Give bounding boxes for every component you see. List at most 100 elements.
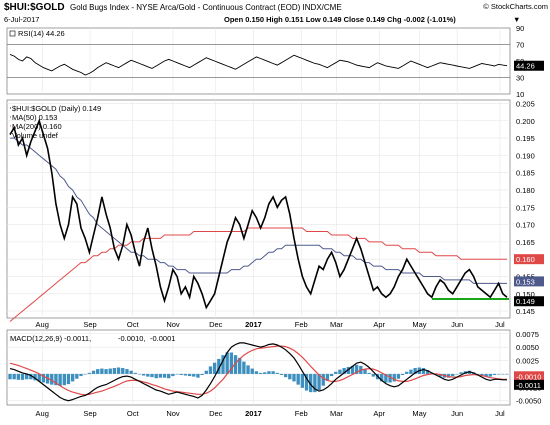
macd-tick-label: -0.0050 bbox=[516, 397, 541, 406]
macd-histogram-bar bbox=[58, 373, 62, 386]
macd-histogram-bar bbox=[275, 372, 279, 374]
macd-histogram-bar bbox=[12, 373, 16, 380]
month-label: Mar bbox=[330, 320, 343, 329]
close-value-badge-label: 0.149 bbox=[516, 297, 535, 306]
macd-histogram-bar bbox=[388, 373, 392, 383]
price-tick-label: 0.150 bbox=[516, 290, 535, 299]
price-tick-label: 0.205 bbox=[516, 99, 535, 108]
rsi-value-badge-label: 44.26 bbox=[516, 62, 535, 71]
macd-tick-label: 0.0025 bbox=[516, 357, 539, 366]
month-label: Jun bbox=[451, 409, 463, 418]
macd-histogram-bar bbox=[438, 373, 442, 377]
macd-histogram-bar bbox=[409, 369, 413, 374]
ma50-line bbox=[10, 137, 507, 284]
legend-volume-label: Volume undef bbox=[12, 131, 59, 140]
macd-histogram-bar bbox=[141, 373, 146, 376]
macd-histogram-bar bbox=[484, 373, 488, 377]
macd-histogram-bar bbox=[480, 373, 484, 376]
macd-histogram-bar bbox=[150, 373, 154, 378]
month-label: Dec bbox=[209, 409, 223, 418]
month-label: 2017 bbox=[245, 409, 262, 418]
macd-histogram-bar bbox=[367, 372, 371, 374]
macd-histogram-bar bbox=[66, 373, 71, 385]
legend-series-label: $HUI:$GOLD (Daily) 0.149 bbox=[12, 104, 101, 113]
macd-histogram-bar bbox=[137, 373, 142, 375]
ma50-value-badge-label: 0.153 bbox=[516, 277, 535, 286]
price-tick-label: 0.170 bbox=[516, 221, 535, 230]
macd-histogram-bar bbox=[309, 373, 313, 393]
price-tick-label: 0.175 bbox=[516, 203, 535, 212]
macd-histogram-bar bbox=[501, 373, 505, 375]
month-label: Apr bbox=[373, 409, 385, 418]
macd-histogram-bar bbox=[129, 370, 133, 374]
macd-histogram-bar bbox=[179, 373, 183, 375]
macd-histogram-bar bbox=[413, 368, 417, 374]
chart-title: Gold Bugs Index - NYSE Arca/Gold - Conti… bbox=[70, 3, 342, 12]
macd-histogram-bar bbox=[62, 373, 66, 386]
macd-histogram-bar bbox=[317, 373, 321, 390]
macd-histogram-bar bbox=[405, 371, 409, 374]
macd-histogram-bar bbox=[325, 373, 330, 381]
macd-histogram-bar bbox=[50, 373, 54, 385]
price-panel: 0.1450.1500.1550.1600.1650.1700.1750.180… bbox=[6, 99, 544, 322]
macd-histogram-bar bbox=[242, 361, 246, 374]
macd-histogram-bar bbox=[425, 370, 430, 374]
macd-histogram-bar bbox=[20, 373, 25, 380]
price-tick-label: 0.180 bbox=[516, 186, 535, 195]
rsi-panel: 1030507090 RSI(14) 44.26 44.26 bbox=[6, 24, 544, 99]
month-label: Oct bbox=[127, 320, 140, 329]
macd-histogram-bar bbox=[125, 369, 129, 374]
price-tick-label: 0.165 bbox=[516, 238, 535, 247]
macd-histogram-bar bbox=[70, 373, 75, 382]
macd-histogram-bar bbox=[371, 373, 376, 377]
brand-watermark: © StockCharts.com bbox=[483, 2, 548, 11]
rsi-panel-frame bbox=[6, 27, 511, 95]
macd-histogram-bar bbox=[233, 355, 238, 374]
down-arrow-icon: ▼ bbox=[513, 15, 520, 24]
close-value-badge bbox=[514, 296, 544, 307]
month-label: Aug bbox=[36, 320, 49, 329]
macd-histogram-bar bbox=[446, 373, 451, 378]
macd-histogram-bar bbox=[258, 372, 263, 374]
macd-histogram-bar bbox=[146, 373, 150, 377]
macd-histogram-bar bbox=[116, 367, 121, 374]
quote-summary: Open 0.150 High 0.151 Low 0.149 Close 0.… bbox=[224, 15, 456, 24]
macd-legend: MACD(12,26,9) -0.0011, -0.0010, -0.0001 bbox=[10, 334, 175, 343]
macd-histogram-bar bbox=[400, 373, 405, 375]
macd-histogram-bar bbox=[133, 372, 137, 374]
rsi-line bbox=[9, 53, 508, 76]
macd-histogram-bar bbox=[104, 369, 108, 374]
macd-line bbox=[9, 342, 507, 402]
month-label: 2017 bbox=[245, 320, 262, 329]
macd-histogram-bar bbox=[221, 355, 225, 374]
macd-tick-label: 0.0075 bbox=[516, 330, 539, 339]
legend-ma200-label: MA(200) 0.160 bbox=[12, 122, 62, 131]
macd-histogram-bar bbox=[200, 373, 204, 375]
macd-histogram-bar bbox=[304, 373, 309, 391]
month-label: Oct bbox=[127, 409, 140, 418]
macd-histogram-bar bbox=[167, 373, 171, 379]
ma200-value-badge bbox=[514, 254, 544, 265]
macd-histogram-bar bbox=[208, 366, 213, 374]
macd-histogram-bar bbox=[204, 370, 208, 374]
ma200-line bbox=[9, 227, 507, 322]
ma200-value-badge-label: 0.160 bbox=[516, 255, 535, 264]
macd-histogram-bar bbox=[225, 352, 229, 374]
macd-histogram-bar bbox=[29, 373, 33, 380]
macd-histogram-bar bbox=[396, 373, 401, 379]
month-label: May bbox=[412, 320, 426, 329]
price-panel-frame bbox=[6, 99, 511, 319]
macd-histogram-bar bbox=[154, 373, 158, 379]
price-tick-label: 0.195 bbox=[516, 134, 535, 143]
macd-histogram-bar bbox=[162, 373, 167, 378]
rsi-tick-label: 10 bbox=[516, 90, 524, 99]
month-label: Aug bbox=[36, 409, 49, 418]
macd-histogram-bar bbox=[25, 373, 29, 380]
macd-histogram-bar bbox=[91, 370, 96, 374]
rsi-legend-label: RSI(14) 44.26 bbox=[18, 29, 65, 38]
macd-histogram-bar bbox=[338, 369, 342, 374]
signal-value-badge-label: -0.0010 bbox=[516, 372, 541, 381]
macd-histogram-bar bbox=[380, 373, 384, 382]
